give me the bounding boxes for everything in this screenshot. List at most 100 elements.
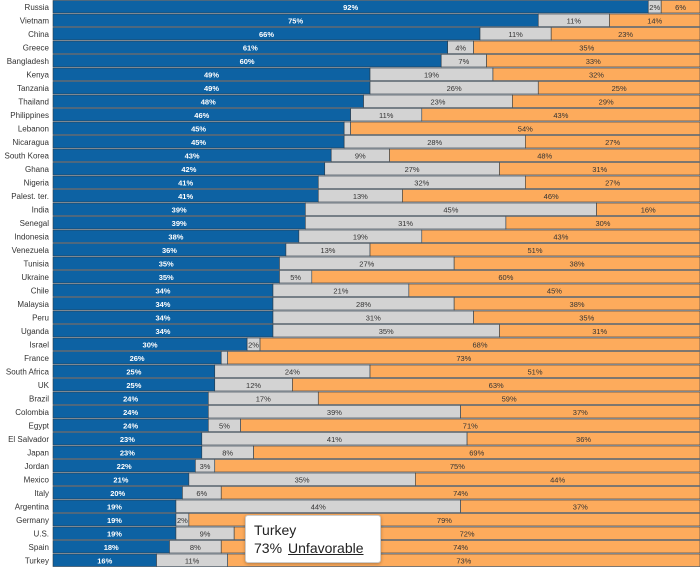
data-label: 5% xyxy=(290,273,301,282)
data-label: 35% xyxy=(579,43,594,52)
category-label: Egypt xyxy=(29,421,50,430)
data-label: 35% xyxy=(159,259,174,268)
data-label: 2% xyxy=(248,340,259,349)
category-label: Jordan xyxy=(25,462,49,471)
bar-segment-unfavorable[interactable] xyxy=(537,81,700,95)
category-label: Vietnam xyxy=(20,16,50,25)
bar-segment-unfavorable[interactable] xyxy=(317,391,700,405)
bar-segment-unfavorable[interactable] xyxy=(227,351,700,365)
data-label: 74% xyxy=(453,543,468,552)
data-label: 8% xyxy=(190,543,201,552)
data-label: 38% xyxy=(570,300,585,309)
bar-segment-unfavorable[interactable] xyxy=(550,27,700,41)
data-label: 42% xyxy=(181,165,196,174)
data-label: 63% xyxy=(489,381,504,390)
data-label: 59% xyxy=(502,394,517,403)
data-label: 36% xyxy=(576,435,591,444)
data-label: 7% xyxy=(458,57,469,66)
bar-segment-unfavorable[interactable] xyxy=(311,270,700,284)
category-label: Kenya xyxy=(26,70,49,79)
tooltip-country: Turkey xyxy=(254,522,297,538)
bar-segment-unfavorable[interactable] xyxy=(369,364,700,378)
category-label: Russia xyxy=(25,3,50,12)
category-label: China xyxy=(28,30,49,39)
data-label: 14% xyxy=(647,16,662,25)
data-label: 29% xyxy=(599,97,614,106)
data-label: 19% xyxy=(424,70,439,79)
data-label: 28% xyxy=(427,138,442,147)
category-label: South Africa xyxy=(6,367,50,376)
data-label: 35% xyxy=(159,273,174,282)
data-label: 60% xyxy=(498,273,513,282)
bar-segment-unfavorable[interactable] xyxy=(292,378,700,392)
data-label: 34% xyxy=(155,286,170,295)
data-label: 30% xyxy=(143,340,158,349)
category-label: Venezuela xyxy=(12,246,50,255)
bar-segment-unfavorable[interactable] xyxy=(499,324,700,338)
data-label: 44% xyxy=(550,475,565,484)
data-label: 5% xyxy=(219,421,230,430)
data-label: 24% xyxy=(285,367,300,376)
tooltip: Turkey 73% Unfavorable xyxy=(245,515,381,563)
data-label: 46% xyxy=(194,111,209,120)
data-label: 38% xyxy=(168,232,183,241)
bar-segment-unfavorable[interactable] xyxy=(369,243,700,257)
data-label: 44% xyxy=(311,502,326,511)
data-label: 43% xyxy=(553,111,568,120)
category-label: Argentina xyxy=(15,502,50,511)
data-label: 46% xyxy=(544,192,559,201)
data-label: 26% xyxy=(447,84,462,93)
data-label: 49% xyxy=(204,84,219,93)
data-label: 9% xyxy=(355,151,366,160)
bar-segment-unfavorable[interactable] xyxy=(453,297,700,311)
category-label: Israel xyxy=(29,340,49,349)
bar-segment-neutral[interactable] xyxy=(343,121,351,135)
data-label: 45% xyxy=(443,205,458,214)
data-label: 45% xyxy=(191,124,206,133)
data-label: 23% xyxy=(618,30,633,39)
bar-segment-unfavorable[interactable] xyxy=(421,229,700,243)
data-label: 25% xyxy=(126,367,141,376)
data-label: 66% xyxy=(259,30,274,39)
bar-segment-unfavorable[interactable] xyxy=(408,283,700,297)
bar-segment-unfavorable[interactable] xyxy=(453,256,700,270)
category-label: Colombia xyxy=(15,408,49,417)
data-label: 34% xyxy=(155,300,170,309)
data-label: 28% xyxy=(356,300,371,309)
category-label: Peru xyxy=(32,313,49,322)
bar-segment-unfavorable[interactable] xyxy=(525,175,700,189)
category-label: Bangladesh xyxy=(7,57,49,66)
bar-segment-unfavorable[interactable] xyxy=(421,108,700,122)
bar-segment-unfavorable[interactable] xyxy=(220,486,700,500)
data-label: 22% xyxy=(117,462,132,471)
bar-segment-unfavorable[interactable] xyxy=(415,472,700,486)
bar-segment-unfavorable[interactable] xyxy=(389,148,700,162)
category-label: Ghana xyxy=(25,165,50,174)
data-label: 31% xyxy=(592,327,607,336)
bar-segment-unfavorable[interactable] xyxy=(214,459,700,473)
category-label: Brazil xyxy=(29,394,49,403)
category-label: Ukraine xyxy=(21,273,49,282)
data-label: 31% xyxy=(592,165,607,174)
bar-segment-unfavorable[interactable] xyxy=(512,94,700,108)
tooltip-value: 73% xyxy=(254,540,283,556)
data-label: 23% xyxy=(120,448,135,457)
data-label: 19% xyxy=(353,232,368,241)
data-label: 16% xyxy=(641,205,656,214)
bar-segment-unfavorable[interactable] xyxy=(402,189,700,203)
data-label: 23% xyxy=(430,97,445,106)
bar-segment-unfavorable[interactable] xyxy=(525,135,700,149)
data-label: 75% xyxy=(288,16,303,25)
data-label: 25% xyxy=(126,381,141,390)
data-label: 73% xyxy=(456,354,471,363)
bar-segment-neutral[interactable] xyxy=(220,351,228,365)
bar-segment-unfavorable[interactable] xyxy=(259,337,700,351)
bar-segment-unfavorable[interactable] xyxy=(499,162,700,176)
bar-segment-unfavorable[interactable] xyxy=(350,121,700,135)
bar-segment-unfavorable[interactable] xyxy=(240,418,700,432)
bar-segment-unfavorable[interactable] xyxy=(505,216,700,230)
tooltip-series: Unfavorable xyxy=(288,540,364,556)
bar-segment-unfavorable[interactable] xyxy=(253,445,700,459)
data-label: 61% xyxy=(243,43,258,52)
data-label: 60% xyxy=(240,57,255,66)
